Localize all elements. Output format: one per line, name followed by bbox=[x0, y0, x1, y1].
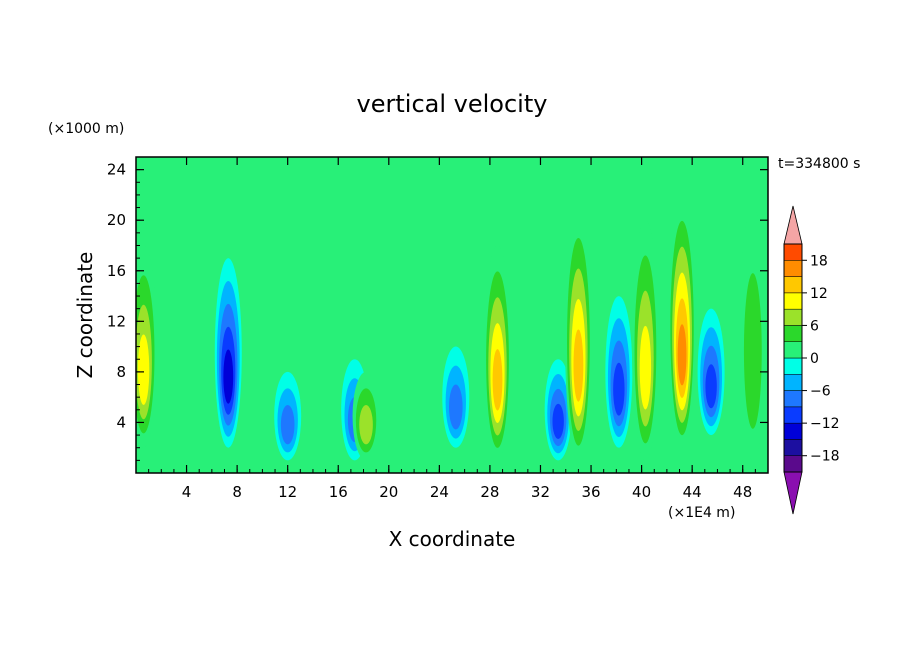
contour-band bbox=[492, 349, 503, 411]
contour-band bbox=[743, 273, 762, 429]
velocity-plume bbox=[668, 194, 696, 448]
velocity-plume bbox=[274, 371, 302, 461]
y-tick-label: 8 bbox=[116, 363, 126, 381]
colorbar-band bbox=[783, 422, 803, 440]
velocity-plume bbox=[544, 359, 572, 461]
x-tick-label: 16 bbox=[329, 483, 348, 501]
x-tick-label: 4 bbox=[182, 483, 192, 501]
contour-band bbox=[613, 362, 625, 416]
y-tick-label: 4 bbox=[116, 413, 126, 431]
x-axis-title: X coordinate bbox=[389, 527, 516, 551]
contour-band bbox=[448, 384, 463, 430]
velocity-plume bbox=[214, 258, 242, 448]
colorbar-band bbox=[783, 357, 803, 375]
colorbar-tick-label: −6 bbox=[810, 384, 831, 400]
contour-band bbox=[223, 349, 234, 404]
colorbar-band bbox=[783, 292, 803, 310]
x-tick-label: 20 bbox=[379, 483, 398, 501]
colorbar-band bbox=[783, 341, 803, 359]
contour-band bbox=[280, 405, 295, 445]
y-axis-ticks: 4 8 12 16 20 24 bbox=[107, 161, 768, 461]
colorbar-tick-label: −18 bbox=[810, 449, 840, 465]
x-tick-label: 24 bbox=[430, 483, 449, 501]
colorbar-band bbox=[783, 455, 803, 473]
time-label: t=334800 s bbox=[778, 156, 860, 172]
colorbar-min-arrow bbox=[783, 471, 803, 515]
colorbar: 18 12 6 0 −6 −12 −18 bbox=[783, 205, 840, 515]
x-tick-label: 8 bbox=[232, 483, 242, 501]
x-axis-ticks: 4 8 12 16 20 24 28 32 36 40 44 48 bbox=[148, 157, 756, 501]
colorbar-tick-label: 18 bbox=[810, 253, 828, 269]
x-tick-label: 44 bbox=[683, 483, 702, 501]
y-tick-label: 16 bbox=[107, 262, 126, 280]
colorbar-tick-label: 6 bbox=[810, 318, 819, 334]
contour-band bbox=[573, 329, 584, 402]
y-tick-label: 20 bbox=[107, 211, 126, 229]
contour-band bbox=[677, 324, 687, 386]
velocity-field bbox=[136, 194, 767, 461]
plot-area bbox=[135, 156, 769, 474]
y-tick-label: 12 bbox=[107, 312, 126, 330]
velocity-plume bbox=[697, 308, 725, 436]
x-tick-label: 48 bbox=[733, 483, 752, 501]
x-tick-label: 28 bbox=[480, 483, 499, 501]
colorbar-band bbox=[783, 325, 803, 342]
x-tick-label: 36 bbox=[581, 483, 600, 501]
velocity-plume bbox=[484, 245, 512, 461]
colorbar-band bbox=[783, 390, 803, 408]
contour-band bbox=[639, 325, 652, 410]
velocity-plume bbox=[739, 207, 767, 461]
colorbar-band bbox=[783, 439, 803, 456]
colorbar-band bbox=[783, 308, 803, 326]
contour-band bbox=[552, 403, 564, 439]
velocity-plume bbox=[352, 371, 380, 461]
colorbar-max-arrow bbox=[783, 205, 803, 245]
x-tick-label: 12 bbox=[278, 483, 297, 501]
x-tick-label: 40 bbox=[632, 483, 651, 501]
x-unit-label: (×1E4 m) bbox=[668, 505, 735, 521]
contour-band bbox=[359, 405, 373, 445]
velocity-plume bbox=[631, 220, 659, 461]
y-axis-title: Z coordinate bbox=[73, 252, 97, 379]
y-unit-label: (×1000 m) bbox=[48, 121, 124, 137]
velocity-plume bbox=[605, 296, 633, 448]
colorbar-band bbox=[783, 260, 803, 277]
velocity-plume bbox=[564, 207, 592, 461]
chart-title: vertical velocity bbox=[357, 90, 548, 118]
colorbar-band bbox=[783, 406, 803, 424]
x-tick-label: 32 bbox=[531, 483, 550, 501]
colorbar-band bbox=[783, 243, 803, 261]
colorbar-tick-label: 12 bbox=[810, 286, 828, 302]
velocity-plume bbox=[136, 245, 158, 448]
velocity-plume bbox=[442, 346, 470, 448]
contour-band bbox=[137, 334, 150, 405]
colorbar-band bbox=[783, 374, 803, 391]
contour-band bbox=[705, 364, 717, 409]
colorbar-band bbox=[783, 276, 803, 294]
colorbar-tick-label: 0 bbox=[810, 351, 819, 367]
colorbar-tick-label: −12 bbox=[810, 416, 840, 432]
y-tick-label: 24 bbox=[107, 161, 126, 179]
